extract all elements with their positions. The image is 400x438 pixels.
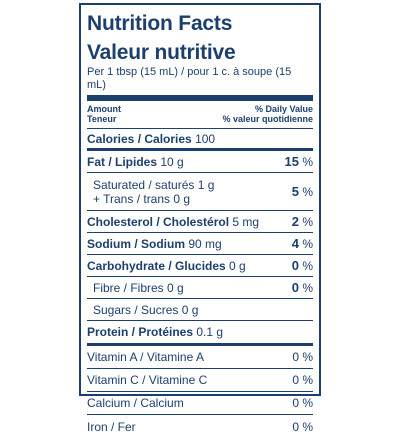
sodium-pct: 4 [291,236,299,251]
vitamin-c-row: Vitamin C / Vitamine C 0 % [87,369,313,392]
fat-value: 10 g [160,154,184,169]
title-en: Nutrition Facts [87,12,233,35]
carbohydrate-value: 0 g [229,258,246,273]
daily-value-label: % Daily Value [254,104,313,114]
vitamin-a-pct: 0 % [292,350,313,364]
saturated-trans-row: Saturated / saturés 1 g + Trans / trans … [87,173,313,211]
carbohydrate-pct-unit: % [302,259,313,273]
nutrition-facts-panel: Nutrition Facts Valeur nutritive Per 1 t… [79,3,321,434]
sugars-row: Sugars / Sucres 0 g [87,299,313,321]
iron-row: Iron / Fer 0 % [87,415,313,438]
sodium-value: 90 mg [188,236,222,251]
iron-label: Iron / Fer [87,419,136,434]
cholesterol-row: Cholesterol / Cholestérol 5 mg 2 % [87,211,313,233]
fat-pct: 15 [284,154,299,169]
carbohydrate-pct: 0 [291,258,299,273]
trans-value: 0 g [173,191,191,206]
cholesterol-value: 5 mg [232,214,260,229]
calcium-row: Calcium / Calcium 0 % [87,392,313,415]
saturated-label: Saturated / saturés [93,177,195,192]
serving-size: Per 1 tbsp (15 mL) / pour 1 c. à soupe (… [87,66,313,101]
calcium-pct: 0 % [292,396,313,410]
fibre-label: Fibre / Fibres [93,280,164,295]
carbohydrate-label: Carbohydrate / Glucides [87,258,226,273]
calcium-label: Calcium / Calcium [87,396,184,410]
fibre-pct-unit: % [302,281,313,295]
fat-row: Fat / Lipides 10 g 15 % [87,151,313,173]
trans-label: + Trans / trans [93,191,171,206]
cholesterol-label: Cholesterol / Cholestérol [87,214,230,229]
amount-label-fr: Teneur [87,114,117,124]
title-fr: Valeur nutritive [87,41,236,64]
fibre-pct: 0 [291,280,299,295]
fat-pct-unit: % [302,155,313,169]
calories-value: 100 [195,131,216,146]
calories-label: Calories / Calories [87,131,192,146]
protein-label: Protein / Protéines [87,325,194,339]
protein-row: Protein / Protéines 0.1 g [87,321,313,346]
cholesterol-pct-unit: % [302,215,313,229]
fibre-value: 0 g [167,280,184,295]
column-header: Amount Teneur % Daily Value % valeur quo… [87,101,313,129]
saturated-pct: 5 [291,183,299,199]
fibre-row: Fibre / Fibres 0 g 0 % [87,277,313,299]
fat-label: Fat / Lipides [87,154,158,169]
calories-row: Calories / Calories 100 [87,129,313,151]
sodium-label: Sodium / Sodium [87,236,185,251]
saturated-pct-unit: % [302,184,313,199]
sodium-row: Sodium / Sodium 90 mg 4 % [87,233,313,255]
saturated-value: 1 g [197,177,215,192]
vitamin-a-row: Vitamin A / Vitamine A 0 % [87,346,313,369]
sugars-value: 0 g [181,302,199,317]
iron-pct: 0 % [292,419,313,434]
cholesterol-pct: 2 [291,214,299,229]
vitamin-c-pct: 0 % [292,373,313,387]
vitamin-a-label: Vitamin A / Vitamine A [87,350,204,364]
vitamin-c-label: Vitamin C / Vitamine C [87,373,208,387]
protein-value: 0.1 g [196,325,224,339]
sodium-pct-unit: % [302,237,313,251]
daily-value-label-fr: % valeur quotidienne [222,114,313,124]
amount-label: Amount [87,104,121,114]
carbohydrate-row: Carbohydrate / Glucides 0 g 0 % [87,255,313,277]
sugars-label: Sugars / Sucres [93,302,179,317]
